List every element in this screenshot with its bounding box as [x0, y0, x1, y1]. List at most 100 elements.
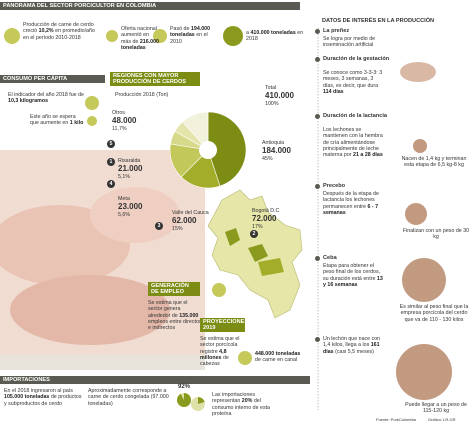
title: PANORAMA DEL SECTOR PORCICULTOR EN COLOM… — [0, 2, 300, 10]
stage-dot — [315, 184, 320, 189]
stat-highlight: 410.000 toneladas — [250, 30, 296, 36]
region-label: Valle del Cauca 62.000 15% — [172, 210, 222, 232]
stat-highlight: 10,2% — [38, 28, 54, 35]
text: En el 2018 ingresaron al país — [4, 388, 73, 394]
projection-tons: 448.000 toneladas de carne en canal — [255, 351, 305, 364]
total-share: 100% — [265, 100, 279, 107]
map-region — [258, 258, 284, 276]
stage-text-part: Etapa para obtener el peso final de los … — [323, 263, 381, 282]
stage-dot — [315, 29, 320, 34]
stat-text: Producción de carne de cerdo creció — [23, 22, 94, 35]
employment-text: Se estima que el sector genera alrededor… — [148, 300, 202, 331]
pie-chart — [169, 111, 247, 189]
section-title: REGIONES CON MAYOR PRODUCCIÓN DE CERDOS — [110, 72, 200, 86]
total: Total 410.000 100% — [265, 85, 294, 107]
highlight: 20% — [241, 398, 253, 405]
pie-slice — [180, 149, 221, 189]
floor — [0, 355, 205, 370]
stage-note: Nacen de 1,4 kg y terminan esta etapa de… — [401, 156, 467, 169]
stage-note: Finalizan con un peso de 30 kg — [402, 228, 470, 241]
region-value: 72.000 — [252, 214, 277, 224]
source: Fuente: PorkColombia — [376, 417, 416, 422]
stage-text: Se logra por medio de inseminación artif… — [323, 36, 385, 49]
stage-text: Después de la etapa de lactancia los lec… — [323, 191, 385, 216]
stage-text-part: Después de la etapa de lactancia los lec… — [323, 191, 379, 210]
stat-text: Oferta nacional aumentó en más de — [121, 26, 157, 45]
region-marker: 2 — [250, 230, 258, 238]
region-name: Risaralda — [118, 158, 141, 164]
icon — [4, 28, 20, 44]
section-title: IMPORTACIONES — [0, 376, 310, 384]
region-label: Meta 23.000 5,6% — [118, 196, 168, 218]
icon — [87, 116, 97, 126]
stat: Oferta nacional aumentó en más de 216.00… — [121, 26, 159, 51]
consumption-text: Este año se espera que aumente en 1 kilo — [30, 114, 84, 127]
pie-hole — [199, 141, 217, 159]
stage-text-part: Los lechones se mantienen con la hembra … — [323, 127, 383, 158]
section-title: DATOS DE INTERÉS EN LA PRODUCCIÓN — [322, 18, 435, 24]
highlight: 4,8 millones — [200, 348, 227, 361]
region-marker: 4 — [107, 180, 115, 188]
stage-dot — [315, 256, 320, 261]
stat: a 410.000 toneladas en 2018 — [246, 30, 304, 43]
text: El indicador del año 2018 fue de — [8, 92, 84, 98]
stage-text-part: Se conoce como 3-3-3: 3 meses, 3 semanas… — [323, 70, 383, 89]
stage-name: Ceba — [323, 255, 337, 261]
stat-highlight: 216.000 toneladas — [121, 38, 160, 51]
stat-text: Pasó de — [170, 26, 190, 32]
imports-text: En el 2018 ingresaron al país 105.000 to… — [4, 388, 82, 407]
stage-dot — [315, 114, 320, 119]
region-name: Antioquia — [262, 140, 285, 146]
stage-text: Etapa para obtener el peso final de los … — [323, 263, 385, 288]
region-name: Otros — [112, 110, 125, 116]
text: de productos y subproductos de cerdo — [4, 394, 82, 407]
map-region — [225, 228, 240, 246]
region-marker: 1 — [107, 158, 115, 166]
credit: Gráfico: LR-GR — [428, 417, 456, 422]
highlight: 1 kilo — [69, 120, 84, 127]
section-title: CONSUMO PER CÁPITA — [0, 75, 105, 83]
icon — [153, 29, 167, 43]
icon — [85, 96, 99, 110]
stat-text: en promedio/año en el período 2010-2018 — [23, 28, 95, 41]
icon — [212, 283, 226, 297]
share-slice — [198, 397, 205, 404]
region-name: Bogotá D.C — [252, 208, 280, 214]
region-value: 23.000 — [118, 202, 143, 212]
region-share: 15% — [172, 225, 183, 232]
map-region — [248, 244, 268, 262]
stat: Pasó de 194.000 toneladas en el 2010 — [170, 26, 220, 45]
text: del consumo interno de esta proteína — [212, 398, 271, 417]
region-label: Risaralda 21.000 5,1% — [118, 158, 168, 180]
region-label: Bogotá D.C 72.000 17% — [252, 208, 302, 230]
stage-text: Se conoce como 3-3-3: 3 meses, 3 semanas… — [323, 70, 385, 95]
pig-icon — [400, 62, 436, 82]
weight-circle — [405, 203, 427, 225]
region-value: 62.000 — [172, 216, 197, 226]
text: empleos entre directos e indirectos — [148, 318, 202, 331]
region-label: Otros 48.000 11,7% — [112, 110, 162, 132]
highlight: 105.000 toneladas — [4, 394, 50, 401]
region-marker: 3 — [155, 222, 163, 230]
stage-text: Un lechón que nace con 1,4 kilos, llega … — [323, 336, 385, 355]
weight-circle — [396, 344, 452, 400]
pig-shape — [10, 275, 170, 345]
weight-circle — [413, 139, 427, 153]
icon — [223, 26, 243, 46]
region-marker: 5 — [107, 140, 115, 148]
text: Este año se espera que aumente en — [30, 114, 76, 127]
text: Se estima que el sector porcícola regist… — [200, 336, 240, 355]
stage-name: Duración de la gestación — [323, 56, 390, 62]
highlight: 10,3 kilogramos — [8, 98, 49, 105]
section-title: PROYECCIONES 2019 — [200, 318, 248, 332]
region-share: 45% — [262, 155, 273, 162]
text: de cabezas — [200, 354, 229, 367]
stat-text: a — [246, 30, 249, 36]
projection-text: Se estima que el sector porcícola regist… — [200, 336, 248, 367]
stage-highlight: 13 y 16 semanas — [323, 275, 383, 288]
region-share: 11,7% — [112, 125, 127, 132]
stage-text: Los lechones se mantienen con la hembra … — [323, 127, 385, 158]
region-value: 21.000 — [118, 164, 143, 174]
stage-highlight: 114 días — [323, 88, 344, 95]
region-value: 48.000 — [112, 116, 137, 126]
